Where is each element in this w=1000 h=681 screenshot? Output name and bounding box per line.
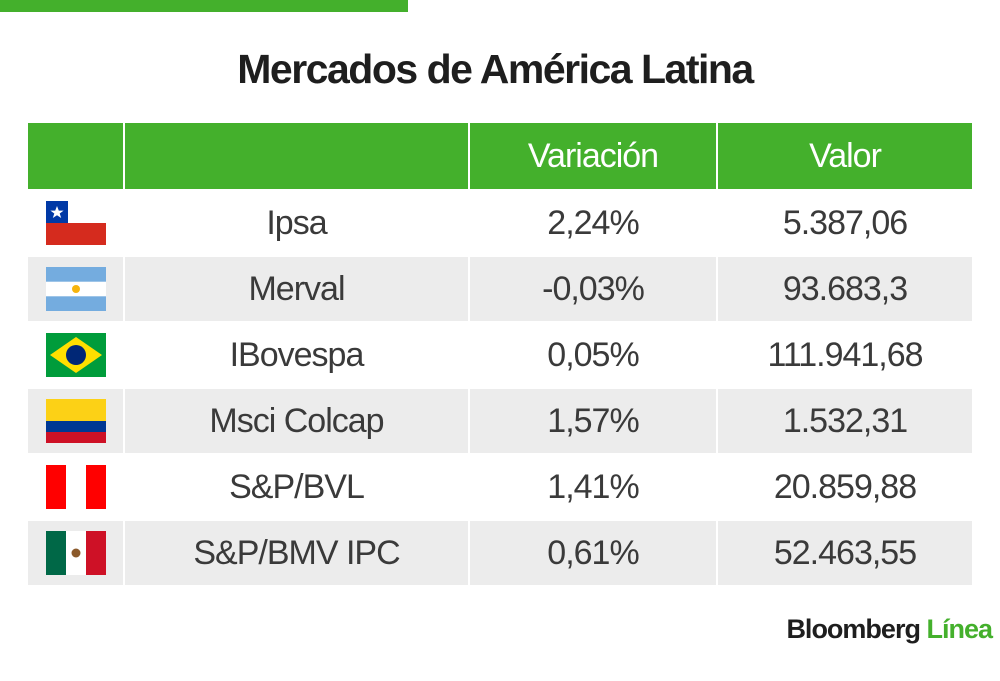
variation: 1,57% bbox=[470, 389, 716, 453]
value: 5.387,06 bbox=[782, 203, 908, 242]
header-index bbox=[125, 123, 468, 189]
value: 93.683,3 bbox=[718, 257, 972, 321]
variation: -0,03% bbox=[470, 257, 716, 321]
table-row: Ipsa 2,24% 5.387,06 bbox=[28, 191, 972, 255]
table-row: Merval -0,03% 93.683,3 bbox=[28, 257, 972, 321]
index-name: IBovespa bbox=[229, 335, 365, 374]
index-name: S&P/BMV IPC bbox=[125, 521, 468, 585]
header-variation: Variación bbox=[470, 123, 716, 189]
value: 20.859,88 bbox=[773, 467, 917, 506]
argentina-flag-icon bbox=[45, 267, 106, 311]
table-row: Msci Colcap 1,57% 1.532,31 bbox=[28, 389, 972, 453]
table-row: S&P/BMV IPC 0,61% 52.463,55 bbox=[28, 521, 972, 585]
table-row: S&P/BVL 1,41% 20.859,88 bbox=[28, 455, 972, 519]
peru-flag-icon bbox=[45, 465, 106, 509]
colombia-flag-icon bbox=[45, 399, 106, 443]
table-row: IBovespa 0,05% 111.941,68 bbox=[28, 323, 972, 387]
variation: 0,05% bbox=[547, 335, 639, 374]
header-flag bbox=[28, 123, 123, 189]
index-name: Msci Colcap bbox=[125, 389, 468, 453]
bloomberg-linea-logo: Bloomberg Línea bbox=[786, 614, 993, 645]
index-name: Merval bbox=[125, 257, 468, 321]
logo-brand: Bloomberg bbox=[786, 614, 921, 644]
logo-sub: Línea bbox=[926, 614, 993, 644]
chile-flag-icon bbox=[45, 201, 106, 245]
top-accent-bar bbox=[0, 0, 408, 12]
value: 52.463,55 bbox=[718, 521, 972, 585]
value: 111.941,68 bbox=[767, 335, 923, 374]
mexico-flag-icon bbox=[45, 531, 106, 575]
table-header: Variación Valor bbox=[28, 123, 972, 189]
header-value: Valor bbox=[718, 123, 972, 189]
value: 1.532,31 bbox=[718, 389, 972, 453]
page-title: Mercados de América Latina bbox=[237, 46, 754, 92]
variation: 1,41% bbox=[547, 467, 639, 506]
index-name: Ipsa bbox=[266, 203, 327, 242]
variation: 2,24% bbox=[547, 203, 639, 242]
brazil-flag-icon bbox=[45, 333, 106, 377]
index-name: S&P/BVL bbox=[229, 467, 365, 506]
markets-table: Variación Valor Ipsa 2,24% 5.387,06 Merv… bbox=[26, 121, 974, 587]
variation: 0,61% bbox=[470, 521, 716, 585]
